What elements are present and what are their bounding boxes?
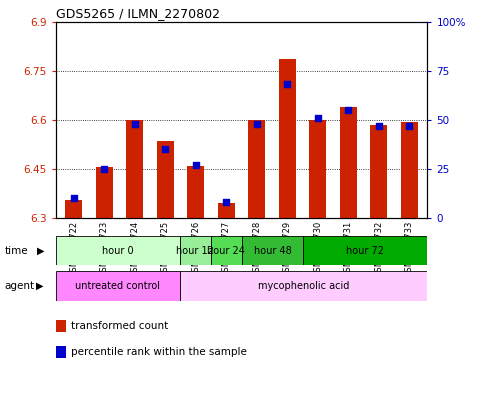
Point [192, 162, 199, 168]
Bar [180, 236, 211, 265]
Point [100, 166, 108, 172]
Bar [309, 120, 326, 218]
Point [131, 121, 139, 127]
Bar [340, 107, 356, 218]
Bar [180, 271, 427, 301]
Text: hour 0: hour 0 [102, 246, 133, 255]
Point [222, 199, 230, 206]
Bar [303, 236, 427, 265]
Point [161, 146, 169, 152]
Bar [56, 271, 180, 301]
Text: hour 48: hour 48 [254, 246, 291, 255]
Bar [56, 346, 66, 358]
Text: percentile rank within the sample: percentile rank within the sample [71, 347, 247, 357]
Text: GDS5265 / ILMN_2270802: GDS5265 / ILMN_2270802 [56, 7, 220, 20]
Text: hour 24: hour 24 [207, 246, 245, 255]
Point [344, 107, 352, 113]
Bar [66, 200, 82, 218]
Bar [96, 167, 113, 218]
Text: time: time [5, 246, 28, 255]
Bar [56, 236, 180, 265]
Bar [248, 120, 265, 218]
Text: hour 72: hour 72 [346, 246, 384, 255]
Bar [187, 166, 204, 218]
Bar [127, 120, 143, 218]
Bar [56, 320, 66, 332]
Point [375, 123, 383, 129]
Point [253, 121, 261, 127]
Text: transformed count: transformed count [71, 321, 168, 331]
Bar [211, 236, 242, 265]
Point [314, 115, 322, 121]
Bar [218, 203, 235, 218]
Point [405, 123, 413, 129]
Bar [401, 121, 417, 218]
Bar [370, 125, 387, 218]
Bar [157, 141, 174, 218]
Text: mycophenolic acid: mycophenolic acid [258, 281, 349, 291]
Text: ▶: ▶ [37, 246, 45, 255]
Text: agent: agent [5, 281, 35, 291]
Point [70, 195, 78, 202]
Text: ▶: ▶ [36, 281, 43, 291]
Bar [279, 59, 296, 218]
Text: hour 12: hour 12 [176, 246, 214, 255]
Text: untreated control: untreated control [75, 281, 160, 291]
Bar [242, 236, 303, 265]
Point [284, 81, 291, 88]
